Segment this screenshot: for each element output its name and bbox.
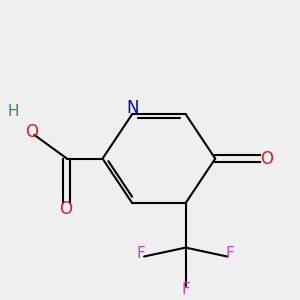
Text: O: O — [260, 150, 273, 168]
Text: N: N — [126, 99, 139, 117]
Text: F: F — [181, 282, 190, 297]
Text: O: O — [25, 123, 38, 141]
Text: F: F — [137, 246, 146, 261]
Text: H: H — [8, 104, 19, 119]
Text: F: F — [226, 246, 235, 261]
Text: O: O — [59, 200, 72, 218]
